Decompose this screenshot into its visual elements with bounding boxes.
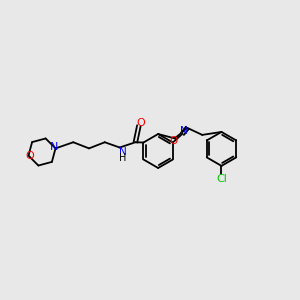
Text: O: O — [136, 118, 145, 128]
Text: N: N — [119, 146, 127, 157]
Text: N: N — [50, 142, 59, 152]
Text: O: O — [169, 136, 178, 146]
Text: N: N — [180, 126, 187, 136]
Text: Cl: Cl — [216, 174, 227, 184]
Text: O: O — [25, 151, 34, 160]
Text: H: H — [119, 152, 126, 163]
